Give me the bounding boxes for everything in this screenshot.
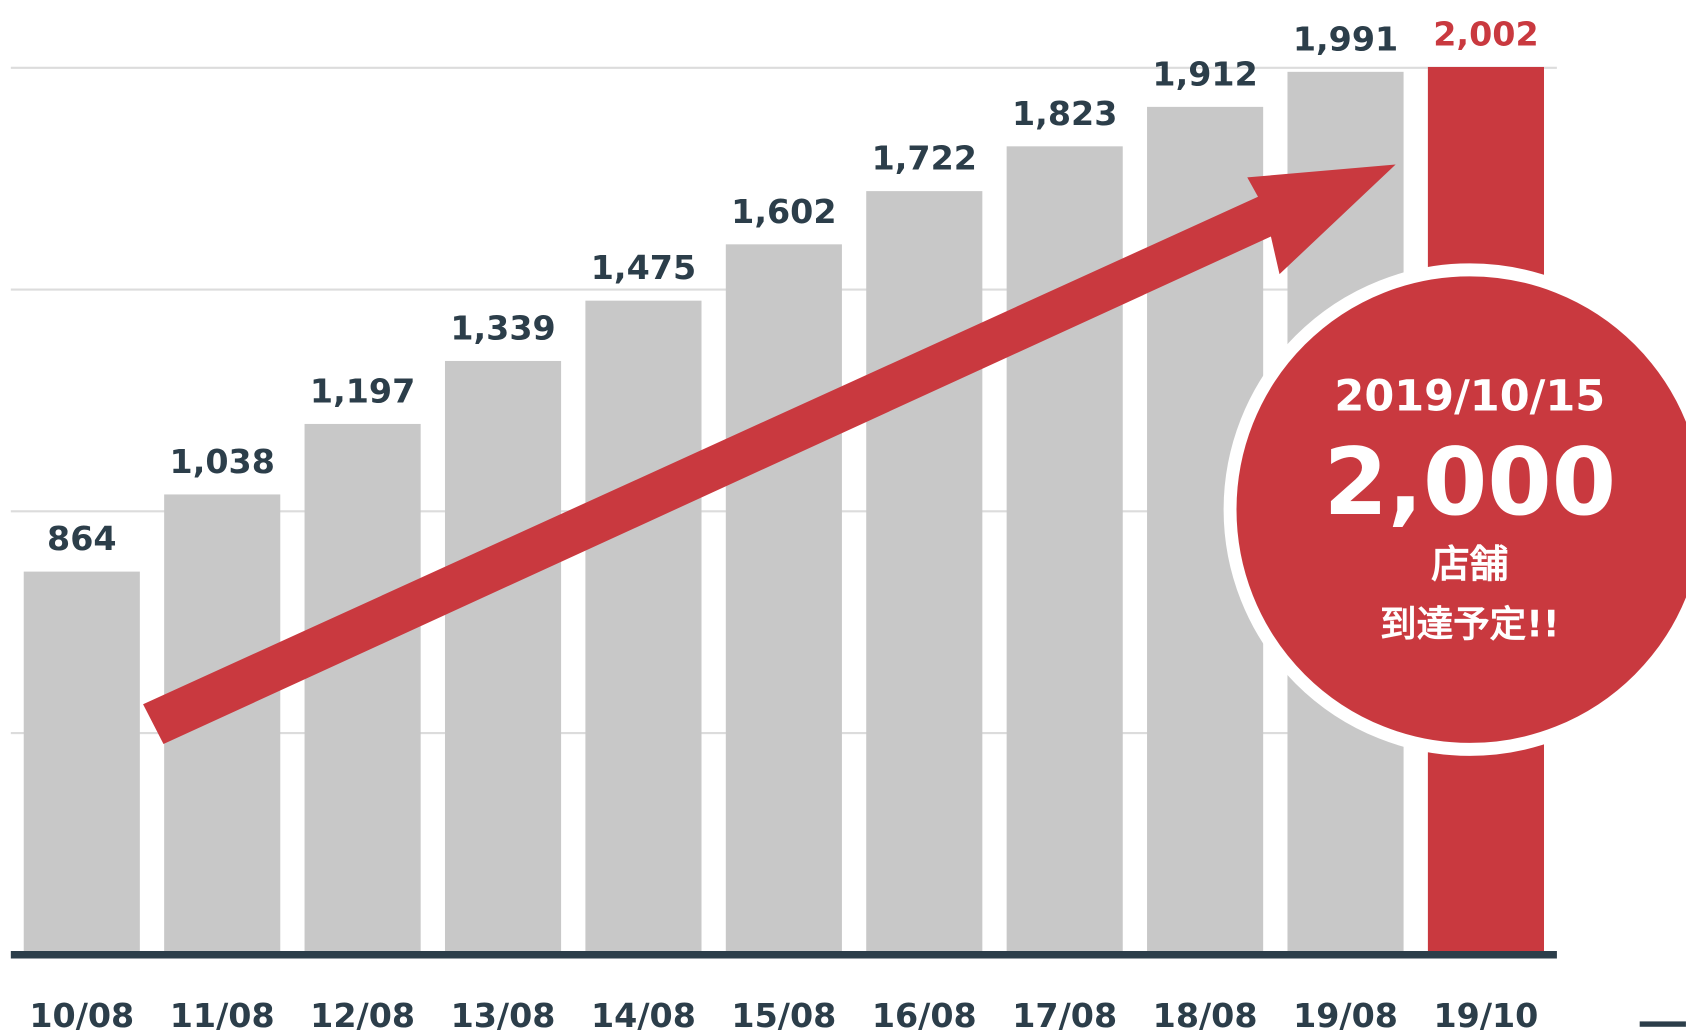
value-label: 1,339 [450, 308, 555, 347]
badge-date: 2019/10/15 [1334, 372, 1605, 422]
bar [725, 244, 842, 955]
value-label: 864 [47, 519, 117, 558]
bars [23, 66, 1545, 955]
x-tick-label: 19/08 [1293, 996, 1398, 1030]
x-tick-label: 16/08 [872, 996, 977, 1030]
x-tick-label: 13/08 [451, 996, 556, 1030]
bar [444, 360, 562, 955]
x-tick-label: 18/08 [1153, 996, 1258, 1030]
bar [585, 300, 702, 955]
badge-value: 2,000 [1324, 428, 1616, 536]
value-label: 1,991 [1293, 19, 1398, 58]
x-tick-label: 17/08 [1012, 996, 1117, 1030]
badge-unit: 店舗 [1431, 542, 1508, 587]
value-label: 1,823 [1012, 94, 1117, 133]
bar [23, 571, 140, 955]
x-tick-label: 10/08 [29, 996, 134, 1030]
x-tick-label: 12/08 [310, 996, 415, 1030]
value-label: 1,602 [731, 192, 836, 231]
trend-arrow [143, 164, 1396, 745]
value-label: 1,722 [872, 139, 977, 178]
bar [866, 191, 983, 955]
badge [1223, 263, 1686, 756]
x-tick-label: 19/10 [1433, 996, 1538, 1030]
x-tick-label: 11/08 [170, 996, 275, 1030]
value-label: 2,002 [1433, 14, 1538, 53]
value-label: 1,197 [310, 371, 415, 410]
bar [304, 423, 421, 955]
x-tick-label: 15/08 [731, 996, 836, 1030]
corner-mark [1639, 1021, 1686, 1027]
value-label: 1,038 [170, 442, 275, 481]
badge-note: 到達予定!! [1380, 602, 1560, 645]
value-label: 1,912 [1152, 54, 1257, 93]
value-label: 1,475 [591, 248, 696, 287]
x-tick-label: 14/08 [591, 996, 696, 1030]
